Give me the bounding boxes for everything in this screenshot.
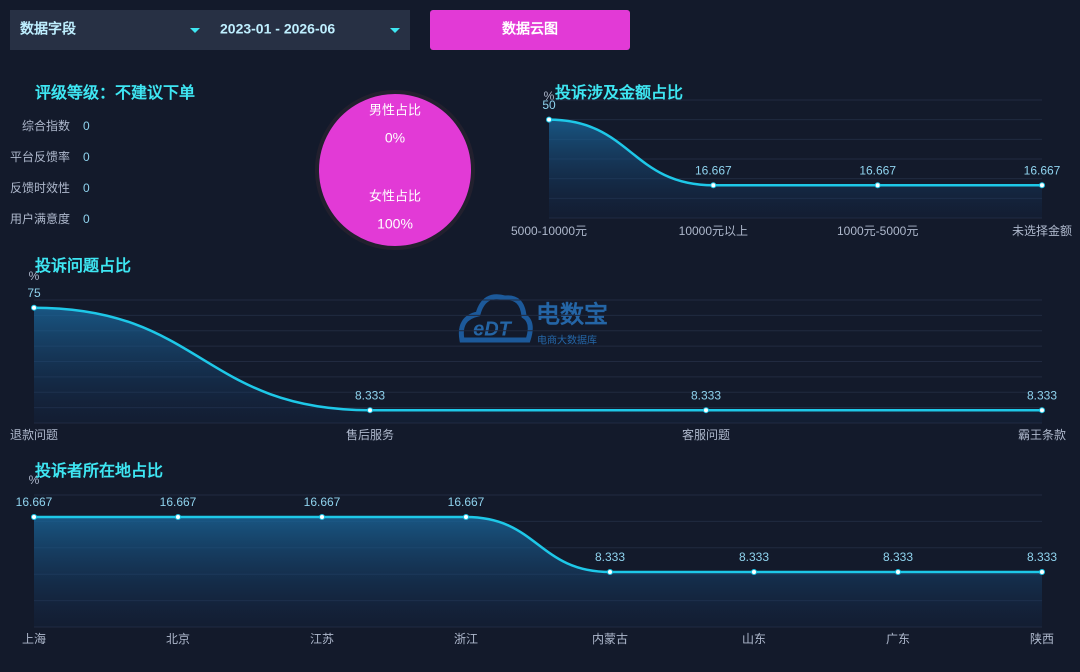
rating-label: 反馈时效性 bbox=[10, 180, 70, 195]
rating-value: 0 bbox=[83, 181, 90, 195]
x-tick-label: 上海 bbox=[22, 631, 46, 646]
point bbox=[546, 116, 552, 123]
point bbox=[703, 407, 709, 414]
rating-value: 0 bbox=[83, 119, 90, 133]
rating-value: 0 bbox=[83, 150, 90, 164]
point bbox=[607, 569, 613, 576]
data-label: 16.667 bbox=[160, 495, 197, 509]
data-label: 8.333 bbox=[1027, 550, 1057, 564]
x-tick-label: 山东 bbox=[742, 632, 766, 646]
field-select[interactable]: 数据字段 bbox=[20, 21, 200, 37]
rating-value: 0 bbox=[83, 212, 90, 226]
chart-title: 投诉涉及金额占比 bbox=[555, 83, 683, 102]
cloud-button[interactable]: 数据云图 bbox=[430, 10, 630, 50]
line bbox=[34, 515, 1042, 574]
x-tick-label: 陕西 bbox=[1030, 631, 1054, 646]
data-label: 16.667 bbox=[16, 495, 53, 509]
x-tick-label: 退款问题 bbox=[10, 428, 58, 442]
x-tick-label: 1000元-5000元 bbox=[837, 224, 918, 238]
watermark-cloud bbox=[458, 294, 533, 343]
x-tick-label: 5000-10000元 bbox=[511, 224, 587, 238]
date-range-text[interactable]: 2023-01 - 2026-06 bbox=[220, 21, 335, 37]
watermark-logo: eDT bbox=[473, 318, 513, 340]
data-label: 16.667 bbox=[304, 495, 341, 509]
area bbox=[34, 307, 1042, 423]
point bbox=[1039, 182, 1045, 189]
point bbox=[31, 513, 37, 520]
point bbox=[895, 569, 901, 576]
point bbox=[751, 569, 757, 576]
x-tick-label: 客服问题 bbox=[682, 427, 730, 442]
x-tick-label: 北京 bbox=[166, 632, 190, 646]
button-label[interactable]: 数据云图 bbox=[502, 21, 558, 37]
dropdown-arrow[interactable] bbox=[390, 28, 400, 33]
rating-label: 用户满意度 bbox=[10, 211, 70, 226]
point bbox=[1039, 569, 1045, 576]
x-tick-label: 售后服务 bbox=[346, 427, 394, 442]
rating-title: 评级等级：不建议下单 bbox=[35, 83, 195, 102]
x-tick-label: 10000元以上 bbox=[679, 224, 748, 238]
pie-value-label: 100% bbox=[377, 216, 413, 232]
point bbox=[874, 182, 881, 189]
data-label: 16.667 bbox=[1024, 163, 1061, 177]
data-label: 8.333 bbox=[1027, 388, 1057, 402]
area bbox=[549, 119, 1042, 218]
x-tick-label: 未选择金额 bbox=[1012, 223, 1072, 238]
point bbox=[1039, 407, 1045, 414]
rating-label: 综合指数 bbox=[22, 118, 70, 133]
pie-slice bbox=[315, 90, 475, 250]
point bbox=[463, 513, 469, 520]
date-range-select[interactable]: 2023-01 - 2026-06 bbox=[220, 21, 400, 37]
point bbox=[31, 304, 37, 311]
point bbox=[175, 513, 181, 520]
data-label: 8.333 bbox=[739, 550, 769, 564]
pie-value-label: 0% bbox=[385, 130, 405, 146]
y-axis-unit: % bbox=[29, 269, 40, 283]
point bbox=[367, 407, 373, 414]
line bbox=[33, 306, 1042, 412]
data-label: 16.667 bbox=[448, 495, 485, 509]
y-axis-unit: % bbox=[544, 89, 555, 103]
x-tick-label: 霸王条款 bbox=[1018, 428, 1066, 442]
x-tick-label: 内蒙古 bbox=[592, 631, 628, 646]
data-label: 8.333 bbox=[691, 388, 721, 402]
x-tick-label: 广东 bbox=[886, 632, 910, 646]
field-select-text[interactable]: 数据字段 bbox=[20, 21, 76, 37]
chart-title: 投诉问题占比 bbox=[35, 256, 131, 275]
data-label: 50 bbox=[542, 98, 556, 112]
data-label: 8.333 bbox=[355, 388, 385, 402]
data-label: 75 bbox=[27, 286, 41, 300]
button-bg[interactable] bbox=[430, 10, 630, 50]
data-label: 16.667 bbox=[695, 163, 732, 177]
filter-bar bbox=[10, 10, 410, 50]
dropdown-arrow[interactable] bbox=[190, 28, 200, 33]
watermark: eDT 电数宝 电商大数据库 bbox=[458, 294, 608, 347]
data-label: 8.333 bbox=[595, 550, 625, 564]
x-tick-label: 江苏 bbox=[310, 632, 334, 646]
watermark-name: 电数宝 bbox=[536, 300, 608, 328]
data-label: 16.667 bbox=[859, 163, 896, 177]
area bbox=[34, 516, 1042, 627]
y-axis-unit: % bbox=[29, 473, 40, 487]
x-tick-label: 浙江 bbox=[454, 632, 478, 646]
pie-label: 男性占比 bbox=[369, 102, 421, 117]
point bbox=[319, 513, 325, 520]
rating-label: 平台反馈率 bbox=[10, 149, 70, 164]
watermark-tagline: 电商大数据库 bbox=[537, 334, 597, 347]
line bbox=[548, 118, 1042, 187]
chart-title: 投诉者所在地占比 bbox=[35, 461, 163, 480]
pie-label: 女性占比 bbox=[369, 188, 421, 203]
point bbox=[710, 182, 717, 189]
data-label: 8.333 bbox=[883, 550, 913, 564]
